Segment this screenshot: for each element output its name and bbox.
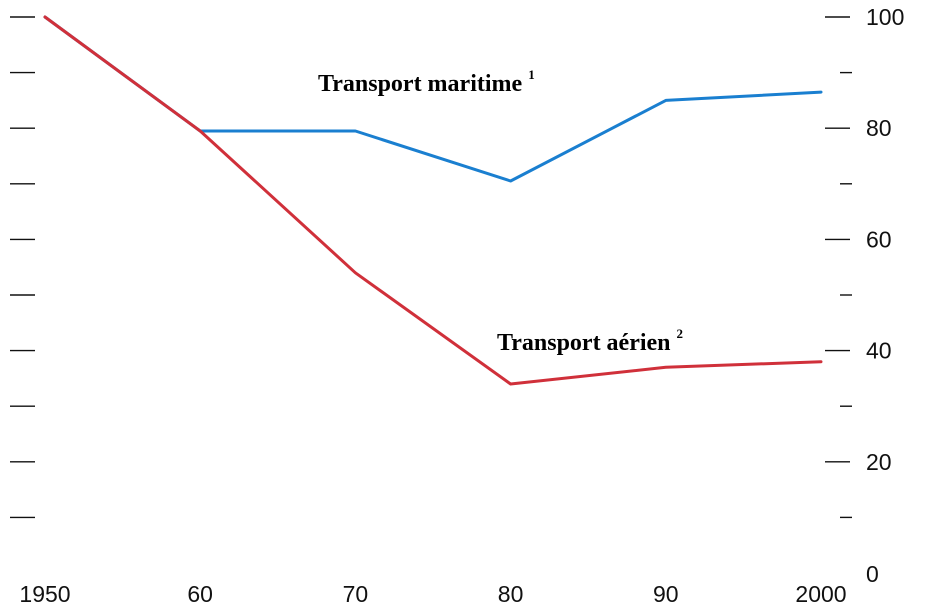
x-tick-label-80: 80 — [498, 581, 524, 607]
series-label-maritime-name: Transport maritime — [318, 71, 523, 97]
series-label-maritime: Transport maritime 1 — [318, 67, 535, 97]
left-tick-marks — [10, 16, 35, 519]
x-axis-labels: 1950 60 70 80 90 2000 — [19, 581, 846, 607]
x-tick-label-90: 90 — [653, 581, 679, 607]
x-tick-label-70: 70 — [343, 581, 369, 607]
y-tick-label-20: 20 — [866, 449, 892, 475]
right-tick-marks — [825, 16, 852, 519]
series-lines — [43, 15, 823, 386]
series-line-aerien — [43, 15, 823, 386]
series-label-aerien-name: Transport aérien — [497, 330, 671, 356]
y-tick-label-60: 60 — [866, 226, 892, 252]
series-label-aerien: Transport aérien 2 — [497, 326, 683, 356]
series-label-maritime-footnote: 1 — [528, 67, 535, 82]
x-tick-label-2000: 2000 — [795, 581, 846, 607]
y-tick-label-100: 100 — [866, 4, 904, 30]
series-label-aerien-footnote: 2 — [677, 326, 684, 341]
y-tick-label-40: 40 — [866, 338, 892, 364]
x-tick-label-1950: 1950 — [19, 581, 70, 607]
x-tick-label-60: 60 — [187, 581, 213, 607]
y-tick-label-0: 0 — [866, 561, 879, 587]
y-tick-label-80: 80 — [866, 115, 892, 141]
y-axis-labels: 0 20 40 60 80 100 — [866, 4, 904, 587]
series-line-maritime — [43, 15, 823, 183]
